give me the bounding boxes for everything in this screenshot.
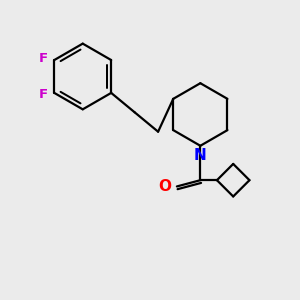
Text: O: O xyxy=(158,179,171,194)
Text: N: N xyxy=(194,148,207,163)
Text: F: F xyxy=(38,52,47,65)
Text: F: F xyxy=(38,88,47,101)
